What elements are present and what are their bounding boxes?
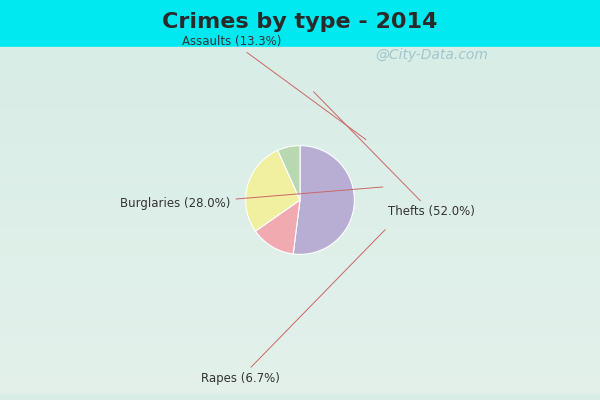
Bar [0,372,600,379]
Bar [0,241,600,248]
Bar [0,144,600,151]
Bar [0,130,600,137]
Bar [0,109,600,116]
Bar [0,289,600,296]
Bar [0,282,600,289]
Bar [0,366,600,372]
Bar [0,68,600,75]
Bar [0,268,600,276]
Bar [0,276,600,282]
Bar [0,317,600,324]
Bar [0,331,600,338]
Bar [0,186,600,192]
Bar [0,123,600,130]
Text: @City-Data.com: @City-Data.com [375,48,488,62]
Bar [0,88,600,96]
Bar [0,102,600,109]
Bar [0,255,600,262]
Bar [0,165,600,172]
Text: Rapes (6.7%): Rapes (6.7%) [200,230,385,385]
Bar [0,61,600,68]
Bar [0,358,600,366]
Bar [0,262,600,268]
Bar [0,213,600,220]
Bar [0,192,600,199]
Bar [0,172,600,178]
Bar [0,352,600,358]
Bar [0,96,600,102]
Bar [0,345,600,352]
Bar [0,116,600,123]
Bar [0,137,600,144]
Bar [0,82,600,89]
Bar [0,324,600,331]
Bar [0,220,600,227]
Bar [0,379,600,386]
Bar [0,75,600,82]
Wedge shape [278,146,300,200]
Wedge shape [245,150,300,231]
Text: Burglaries (28.0%): Burglaries (28.0%) [120,187,383,210]
Bar [0,54,600,400]
Bar [0,206,600,213]
Bar [0,248,600,255]
Text: Thefts (52.0%): Thefts (52.0%) [314,92,475,218]
Wedge shape [293,146,355,254]
Wedge shape [256,200,300,254]
Bar [0,227,600,234]
Bar [0,54,600,61]
Bar [0,178,600,186]
Bar [0,199,600,206]
Bar [0,158,600,165]
Bar [0,310,600,317]
Bar [0,386,600,393]
Bar [0,296,600,303]
Bar [0,338,600,345]
Bar [0,151,600,158]
Bar [0,47,600,54]
Bar [0,303,600,310]
Bar [0,234,600,241]
Text: Crimes by type - 2014: Crimes by type - 2014 [163,12,437,32]
Text: Assaults (13.3%): Assaults (13.3%) [182,35,366,140]
